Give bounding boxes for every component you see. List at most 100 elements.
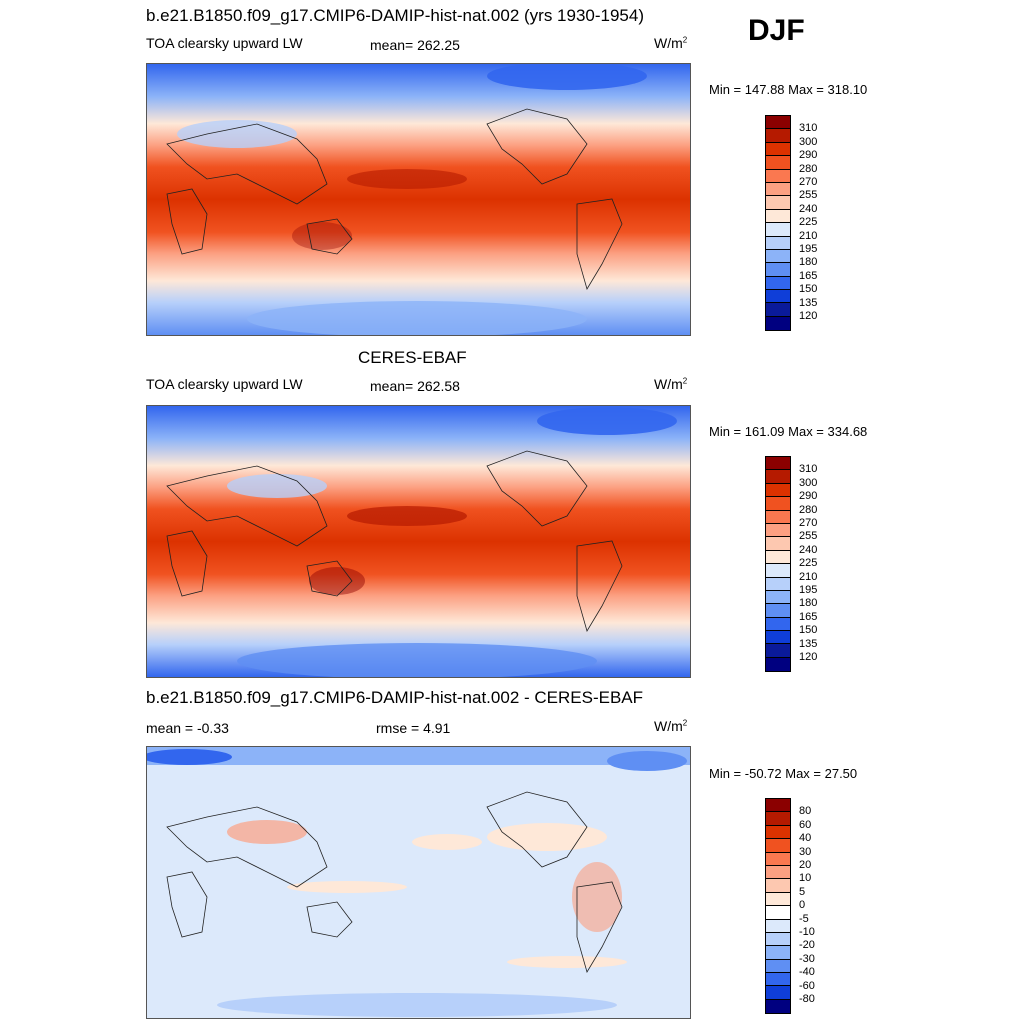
panel2-variable: TOA clearsky upward LW [146,376,303,392]
colorbar-tick-label: 300 [799,476,818,489]
colorbar-tick-label: 80 [799,805,812,818]
panel1-title: b.e21.B1850.f09_g17.CMIP6-DAMIP-hist-nat… [146,6,644,25]
colorbar-swatch [766,999,790,1014]
colorbar-tick-label: 310 [799,122,818,135]
colorbar-tick-label: 225 [799,557,818,570]
colorbar-swatch [766,457,790,471]
colorbar-tick-label: -60 [799,979,815,992]
colorbar-swatch [766,290,790,304]
colorbar-swatch [766,263,790,277]
panel1-mean: mean= 262.25 [370,37,460,53]
colorbar-swatch [766,644,790,658]
colorbar-tick-label: 135 [799,296,818,309]
panel3-minmax: Min = -50.72 Max = 27.50 [709,766,858,781]
colorbar-tick-label: 60 [799,818,812,831]
colorbar-tick-label: 195 [799,243,818,255]
colorbar-swatch [766,986,790,1000]
colorbar-swatch [766,142,790,157]
colorbar-tick-label: 210 [799,229,818,242]
colorbar-swatch [766,523,790,538]
panel3-title: b.e21.B1850.f09_g17.CMIP6-DAMIP-hist-nat… [146,688,644,707]
colorbar-tick-label: 120 [799,310,818,322]
colorbar-swatch [766,839,790,853]
colorbar-swatch [766,631,790,645]
colorbar-swatch [766,223,790,237]
colorbar-swatch [766,590,790,605]
panel3-colorbar [765,798,791,1015]
panel1-field [147,64,690,335]
colorbar-tick-label: 195 [799,584,818,596]
colorbar-tick-label: 210 [799,570,818,583]
panel2-minmax: Min = 161.09 Max = 334.68 [709,424,868,439]
colorbar-tick-label: 165 [799,610,818,623]
colorbar-tick-label: -5 [799,912,809,925]
colorbar-swatch [766,577,790,591]
colorbar-tick-label: 270 [799,517,818,529]
panel2-field [147,406,690,677]
colorbar-swatch [766,865,790,880]
panel3-field [147,747,690,1018]
colorbar-swatch [766,550,790,565]
colorbar-tick-label: 290 [799,149,818,162]
colorbar-swatch [766,919,790,933]
colorbar-tick-label: 180 [799,256,818,269]
colorbar-swatch [766,906,790,920]
colorbar-swatch [766,657,790,672]
colorbar-tick-label: 270 [799,176,818,188]
colorbar-tick-label: 240 [799,543,818,556]
colorbar-tick-label: 30 [799,845,812,858]
colorbar-swatch [766,169,790,183]
colorbar-swatch [766,879,790,893]
colorbar-tick-label: 165 [799,269,818,282]
panel2-title: CERES-EBAF [358,348,467,367]
colorbar-swatch [766,303,790,317]
colorbar-swatch [766,470,790,484]
colorbar-swatch [766,932,790,947]
colorbar-tick-label: 150 [799,624,818,637]
panel1-colorbar [765,115,791,332]
colorbar-tick-label: 20 [799,859,812,871]
colorbar-tick-label: 280 [799,503,818,516]
colorbar-swatch [766,483,790,498]
colorbar-tick-label: -20 [799,939,815,952]
colorbar-swatch [766,116,790,130]
panel2-map [146,405,691,678]
panel1-map [146,63,691,336]
panel1-variable: TOA clearsky upward LW [146,35,303,51]
colorbar-tick-label: -40 [799,966,815,979]
colorbar-swatch [766,946,790,960]
colorbar-swatch [766,959,790,974]
colorbar-tick-label: -80 [799,993,815,1005]
colorbar-swatch [766,892,790,907]
colorbar-swatch [766,497,790,511]
colorbar-tick-label: -10 [799,926,815,938]
colorbar-tick-label: 0 [799,899,806,912]
colorbar-tick-label: -30 [799,952,815,965]
panel2-units: W/m2 [654,376,688,392]
colorbar-tick-label: 180 [799,597,818,610]
panel1-minmax: Min = 147.88 Max = 318.10 [709,82,868,97]
colorbar-tick-label: 290 [799,490,818,503]
panel3-mean: mean = -0.33 [146,720,229,736]
colorbar-tick-label: 150 [799,283,818,296]
colorbar-swatch [766,617,790,632]
panel3-units: W/m2 [654,718,688,734]
colorbar-tick-label: 40 [799,832,812,845]
colorbar-swatch [766,537,790,551]
colorbar-tick-label: 135 [799,637,818,650]
colorbar-swatch [766,799,790,813]
colorbar-swatch [766,510,790,524]
colorbar-tick-label: 120 [799,651,818,663]
panel2-mean: mean= 262.58 [370,378,460,394]
panel3-map [146,746,691,1019]
colorbar-swatch [766,564,790,578]
colorbar-swatch [766,812,790,826]
colorbar-swatch [766,196,790,210]
colorbar-swatch [766,973,790,987]
season-label: DJF [748,14,805,47]
panel1-units: W/m2 [654,35,688,51]
colorbar-swatch [766,604,790,618]
colorbar-swatch [766,852,790,866]
colorbar-tick-label: 5 [799,885,806,898]
colorbar-swatch [766,129,790,143]
